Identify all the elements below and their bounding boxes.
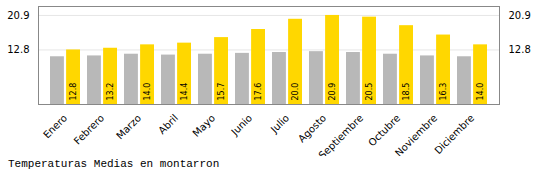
svg-text:Octubre: Octubre [366,112,402,148]
svg-text:20.9: 20.9 [7,10,29,21]
svg-text:Abril: Abril [156,112,180,136]
svg-text:20.9: 20.9 [509,10,531,21]
svg-text:12.8: 12.8 [7,44,29,55]
svg-text:20.0: 20.0 [291,83,300,101]
svg-text:Enero: Enero [41,112,69,140]
svg-text:Febrero: Febrero [72,112,106,146]
svg-text:12.8: 12.8 [509,44,531,55]
svg-text:14.0: 14.0 [476,83,485,101]
svg-text:13.2: 13.2 [106,83,115,101]
svg-text:Marzo: Marzo [114,112,143,141]
svg-text:16.3: 16.3 [439,83,448,101]
svg-text:Septiembre: Septiembre [316,112,365,156]
svg-text:14.0: 14.0 [143,83,152,101]
svg-text:17.6: 17.6 [254,83,263,101]
svg-text:Diciembre: Diciembre [432,112,476,156]
svg-text:20.5: 20.5 [365,83,374,101]
svg-text:12.8: 12.8 [69,83,78,101]
svg-text:Junio: Junio [228,112,254,138]
svg-text:14.4: 14.4 [180,83,189,101]
svg-text:Julio: Julio [268,112,291,135]
svg-text:15.7: 15.7 [217,83,226,101]
html-text:Temperaturas Medias en montarr: Temperaturas Medias en montarron [8,158,220,170]
svg-text:Mayo: Mayo [190,112,217,139]
svg-text:20.9: 20.9 [328,83,337,101]
svg-text:18.5: 18.5 [402,83,411,101]
svg-text:Agosto: Agosto [296,112,328,144]
